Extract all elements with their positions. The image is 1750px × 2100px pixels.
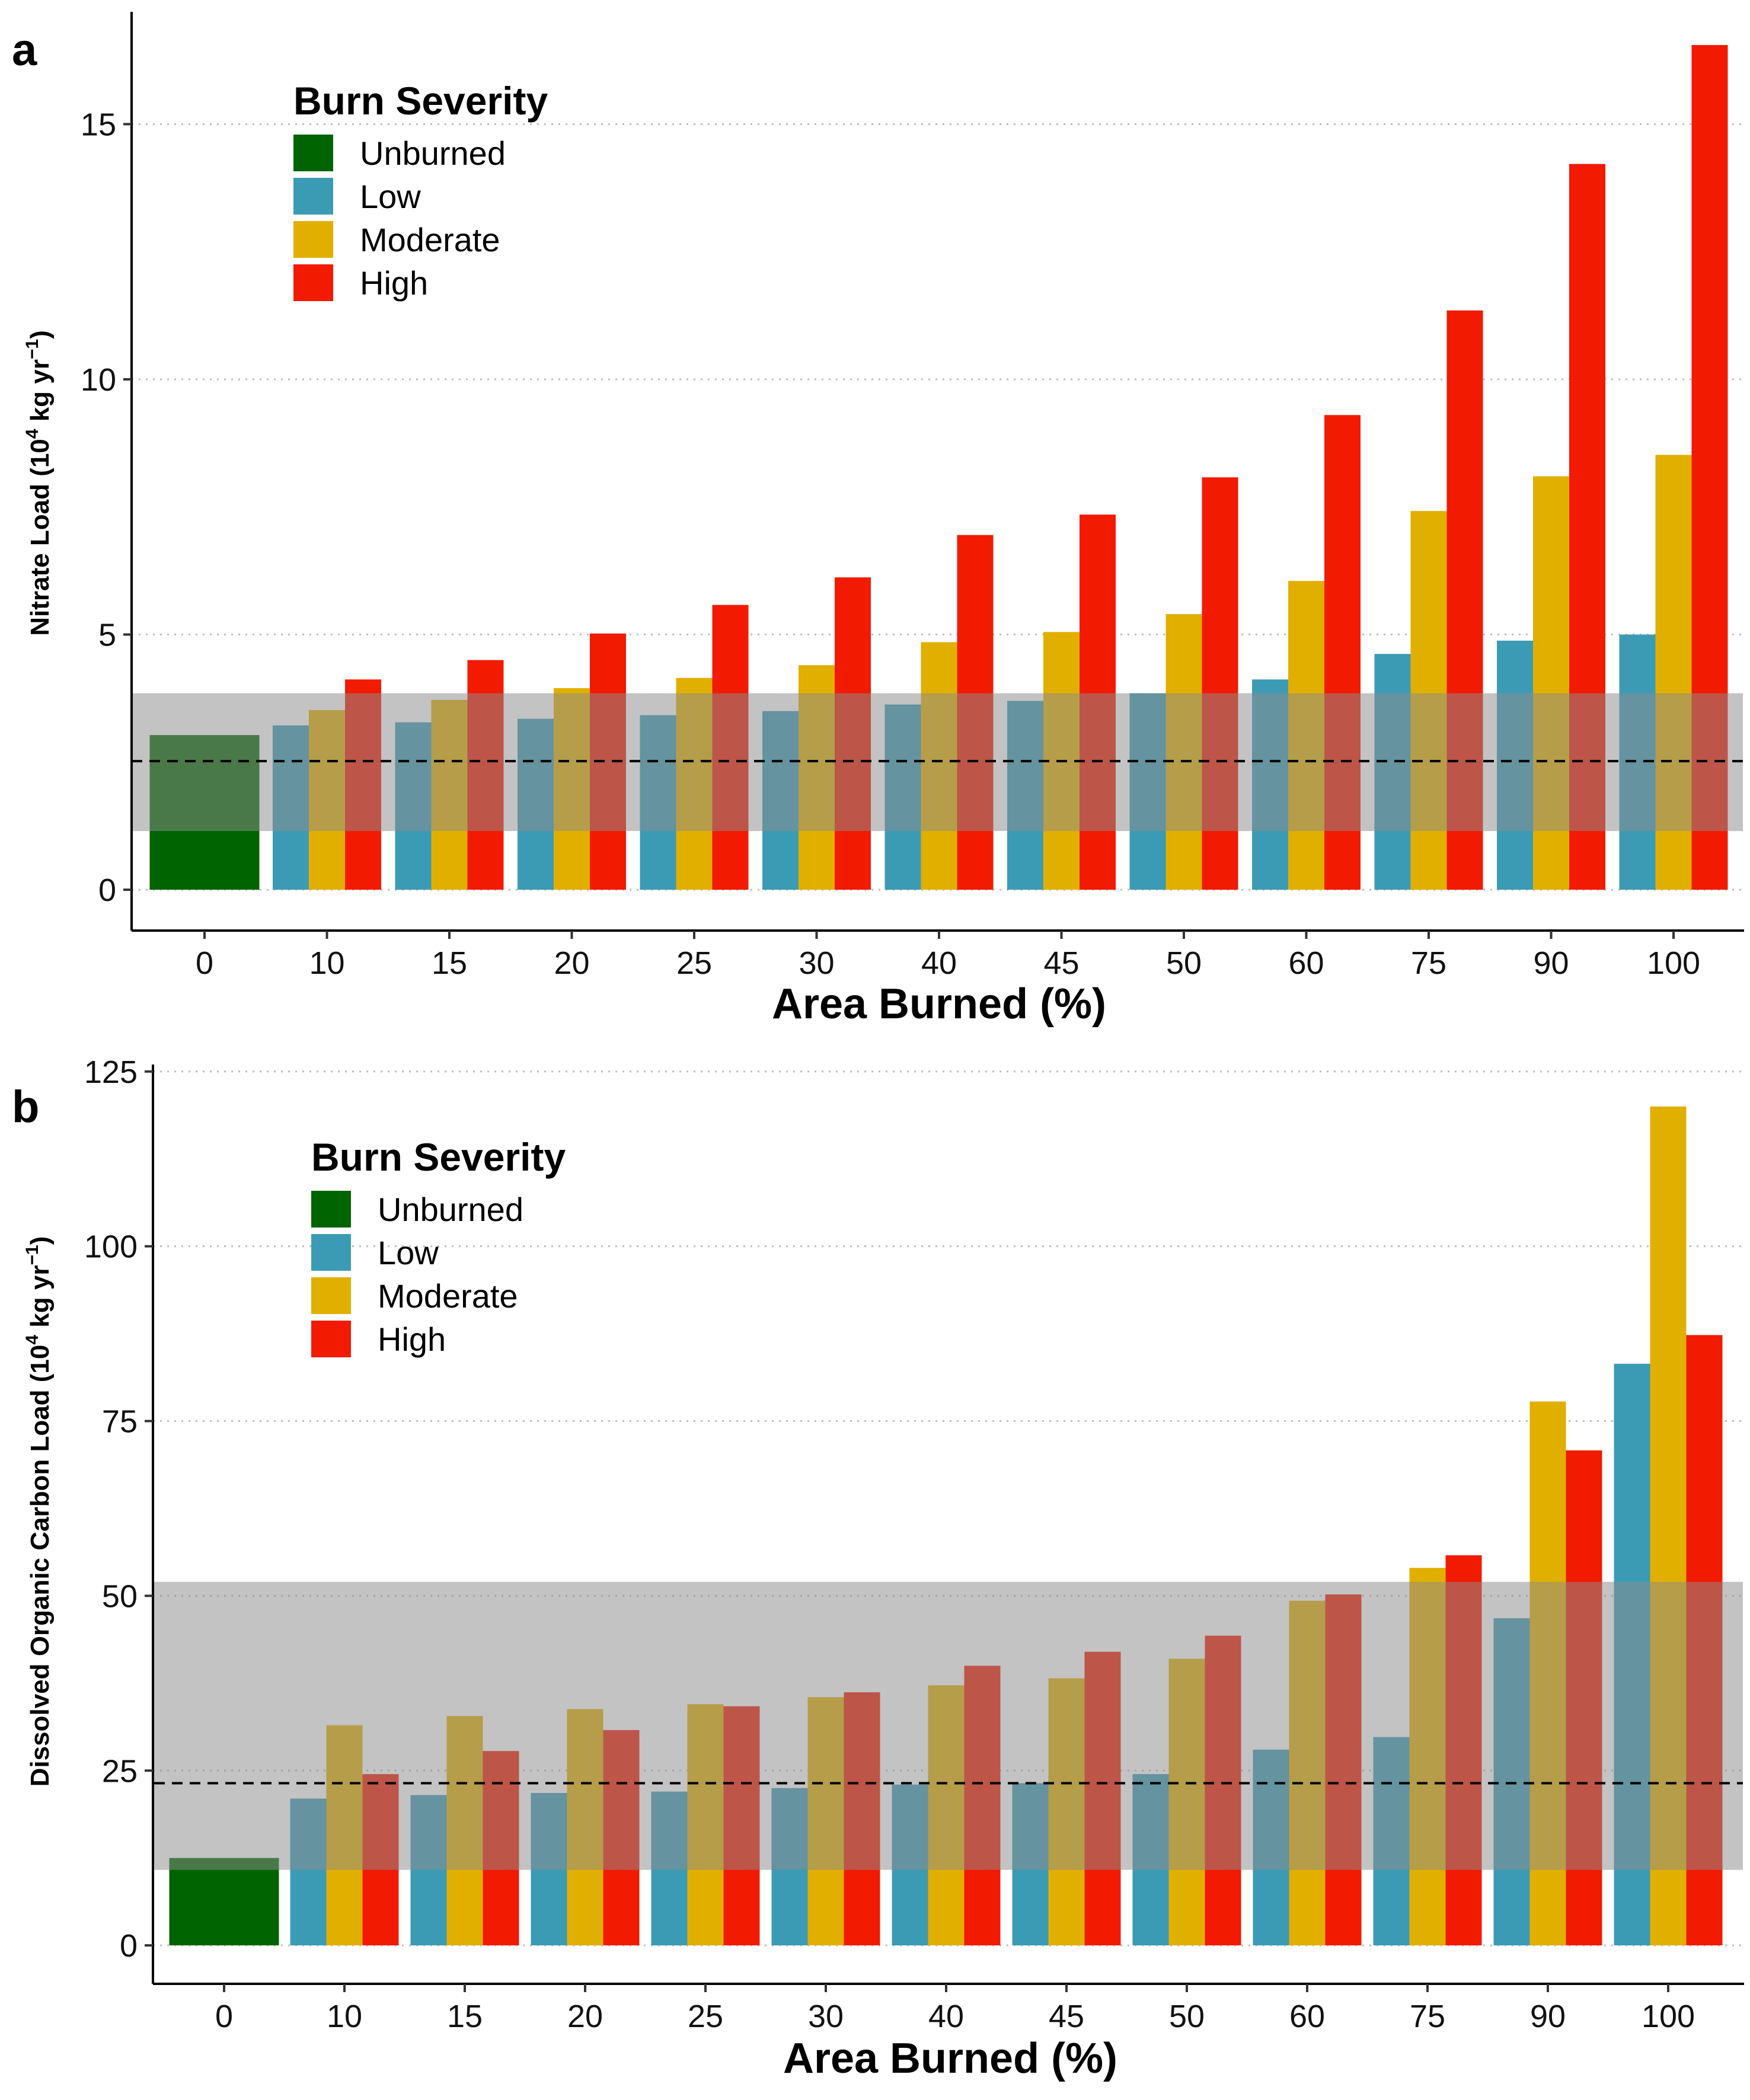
x-tick-label-45: 45: [1043, 945, 1079, 981]
panel-b-letter: b: [12, 1082, 39, 1132]
legend-swatch-high: [293, 264, 333, 301]
y-axis-title-unit: kg yr: [25, 359, 55, 429]
y-tick-labels: 0 5 10 15: [81, 107, 132, 908]
legend-label-unburned: Unburned: [378, 1191, 523, 1228]
axes: [152, 1065, 1744, 1985]
y-axis-title-main: Nitrate Load (10: [25, 439, 55, 636]
y-axis-title-main: Dissolved Organic Carbon Load (10: [25, 1345, 55, 1787]
y-axis-title-exp2: −1: [23, 1245, 42, 1265]
legend-label-high: High: [360, 264, 428, 302]
y-tick-label-5: 5: [98, 618, 116, 653]
legend-label-low: Low: [378, 1234, 439, 1271]
bar-unburned-0: [169, 1858, 279, 1946]
y-axis-title-unit: kg yr: [25, 1265, 55, 1335]
x-tick-label-90: 90: [1530, 1999, 1566, 2034]
y-tick-label-50: 50: [102, 1578, 138, 1614]
y-tick-label-25: 25: [102, 1753, 138, 1789]
y-tick-label-125: 125: [84, 1054, 138, 1090]
reference-band: [154, 1581, 1743, 1870]
x-tick-label-100: 100: [1647, 945, 1700, 981]
x-tick-label-30: 30: [808, 1999, 844, 2034]
legend-title: Burn Severity: [293, 79, 548, 123]
y-axis-title: Nitrate Load (104 kg yr−1): [23, 330, 55, 635]
panel-b: b 0 25 50 75 100 125 0 10 15 20 25 30 40 45 50 60 75 90 1…: [12, 1054, 1744, 2082]
x-tick-label-10: 10: [309, 945, 344, 981]
x-tick-label-20: 20: [567, 1999, 603, 2034]
legend-label-low: Low: [360, 178, 421, 215]
x-tick-label-30: 30: [799, 945, 834, 981]
y-tick-label-15: 15: [81, 107, 116, 142]
x-tick-label-10: 10: [327, 1999, 362, 2034]
x-tick-label-45: 45: [1049, 1999, 1084, 2034]
legend-swatch-low: [311, 1234, 351, 1271]
y-axis-title-close: ): [25, 1236, 55, 1245]
legend-label-moderate: Moderate: [378, 1277, 518, 1315]
x-tick-label-20: 20: [554, 945, 589, 981]
legend-swatch-moderate: [311, 1277, 351, 1314]
x-tick-label-90: 90: [1533, 945, 1569, 981]
panel-a: a 0 5 10 15 0 10 15 20 25 30 40 45 50 60 75 90 100 Area…: [12, 12, 1744, 1028]
y-tick-label-10: 10: [81, 362, 116, 398]
y-tick-label-75: 75: [102, 1404, 138, 1440]
x-tick-label-50: 50: [1166, 945, 1202, 981]
x-tick-label-60: 60: [1288, 945, 1324, 981]
x-tick-label-0: 0: [215, 1999, 233, 2034]
legend-swatch-unburned: [293, 135, 333, 171]
x-tick-label-15: 15: [447, 1999, 483, 2034]
legend-swatch-unburned: [311, 1191, 351, 1228]
y-tick-labels: 0 25 50 75 100 125: [84, 1054, 153, 1964]
legend: Burn Severity Unburned Low Moderate High: [311, 1135, 566, 1358]
y-axis-title-exp2: −1: [23, 339, 42, 359]
x-tick-label-0: 0: [196, 945, 213, 981]
x-axis-title: Area Burned (%): [783, 2035, 1117, 2082]
x-tick-label-75: 75: [1411, 945, 1446, 981]
x-tick-label-15: 15: [432, 945, 467, 981]
legend-label-high: High: [378, 1321, 446, 1358]
x-tick-label-50: 50: [1169, 1999, 1205, 2034]
y-tick-label-0: 0: [98, 872, 116, 908]
x-tick-label-75: 75: [1410, 1999, 1445, 2034]
x-axis-title: Area Burned (%): [772, 980, 1106, 1028]
legend-title: Burn Severity: [311, 1135, 566, 1179]
legend-swatch-low: [293, 178, 333, 215]
x-tick-label-25: 25: [676, 945, 712, 981]
y-axis-title-exp1: 4: [23, 1335, 42, 1345]
x-tick-labels: 0 10 15 20 25 30 40 45 50 60 75 90 100: [196, 931, 1700, 981]
panel-a-letter: a: [12, 25, 37, 75]
x-tick-labels: 0 10 15 20 25 30 40 45 50 60 75 90 100: [215, 1984, 1695, 2034]
y-tick-label-100: 100: [84, 1229, 138, 1265]
legend-label-moderate: Moderate: [360, 221, 500, 258]
x-tick-label-40: 40: [921, 945, 957, 981]
y-axis-title-close: ): [25, 330, 55, 339]
legend-swatch-moderate: [293, 221, 333, 258]
legend: Burn Severity Unburned Low Moderate High: [293, 79, 548, 302]
x-tick-label-40: 40: [928, 1999, 964, 2034]
legend-swatch-high: [311, 1321, 351, 1357]
x-tick-label-25: 25: [688, 1999, 723, 2034]
y-tick-label-0: 0: [120, 1928, 138, 1964]
x-tick-label-60: 60: [1289, 1999, 1325, 2034]
legend-label-unburned: Unburned: [360, 135, 506, 172]
y-axis-title-exp1: 4: [23, 429, 42, 439]
x-tick-label-100: 100: [1642, 1999, 1695, 2034]
y-axis-title: Dissolved Organic Carbon Load (104 kg yr…: [23, 1236, 55, 1787]
